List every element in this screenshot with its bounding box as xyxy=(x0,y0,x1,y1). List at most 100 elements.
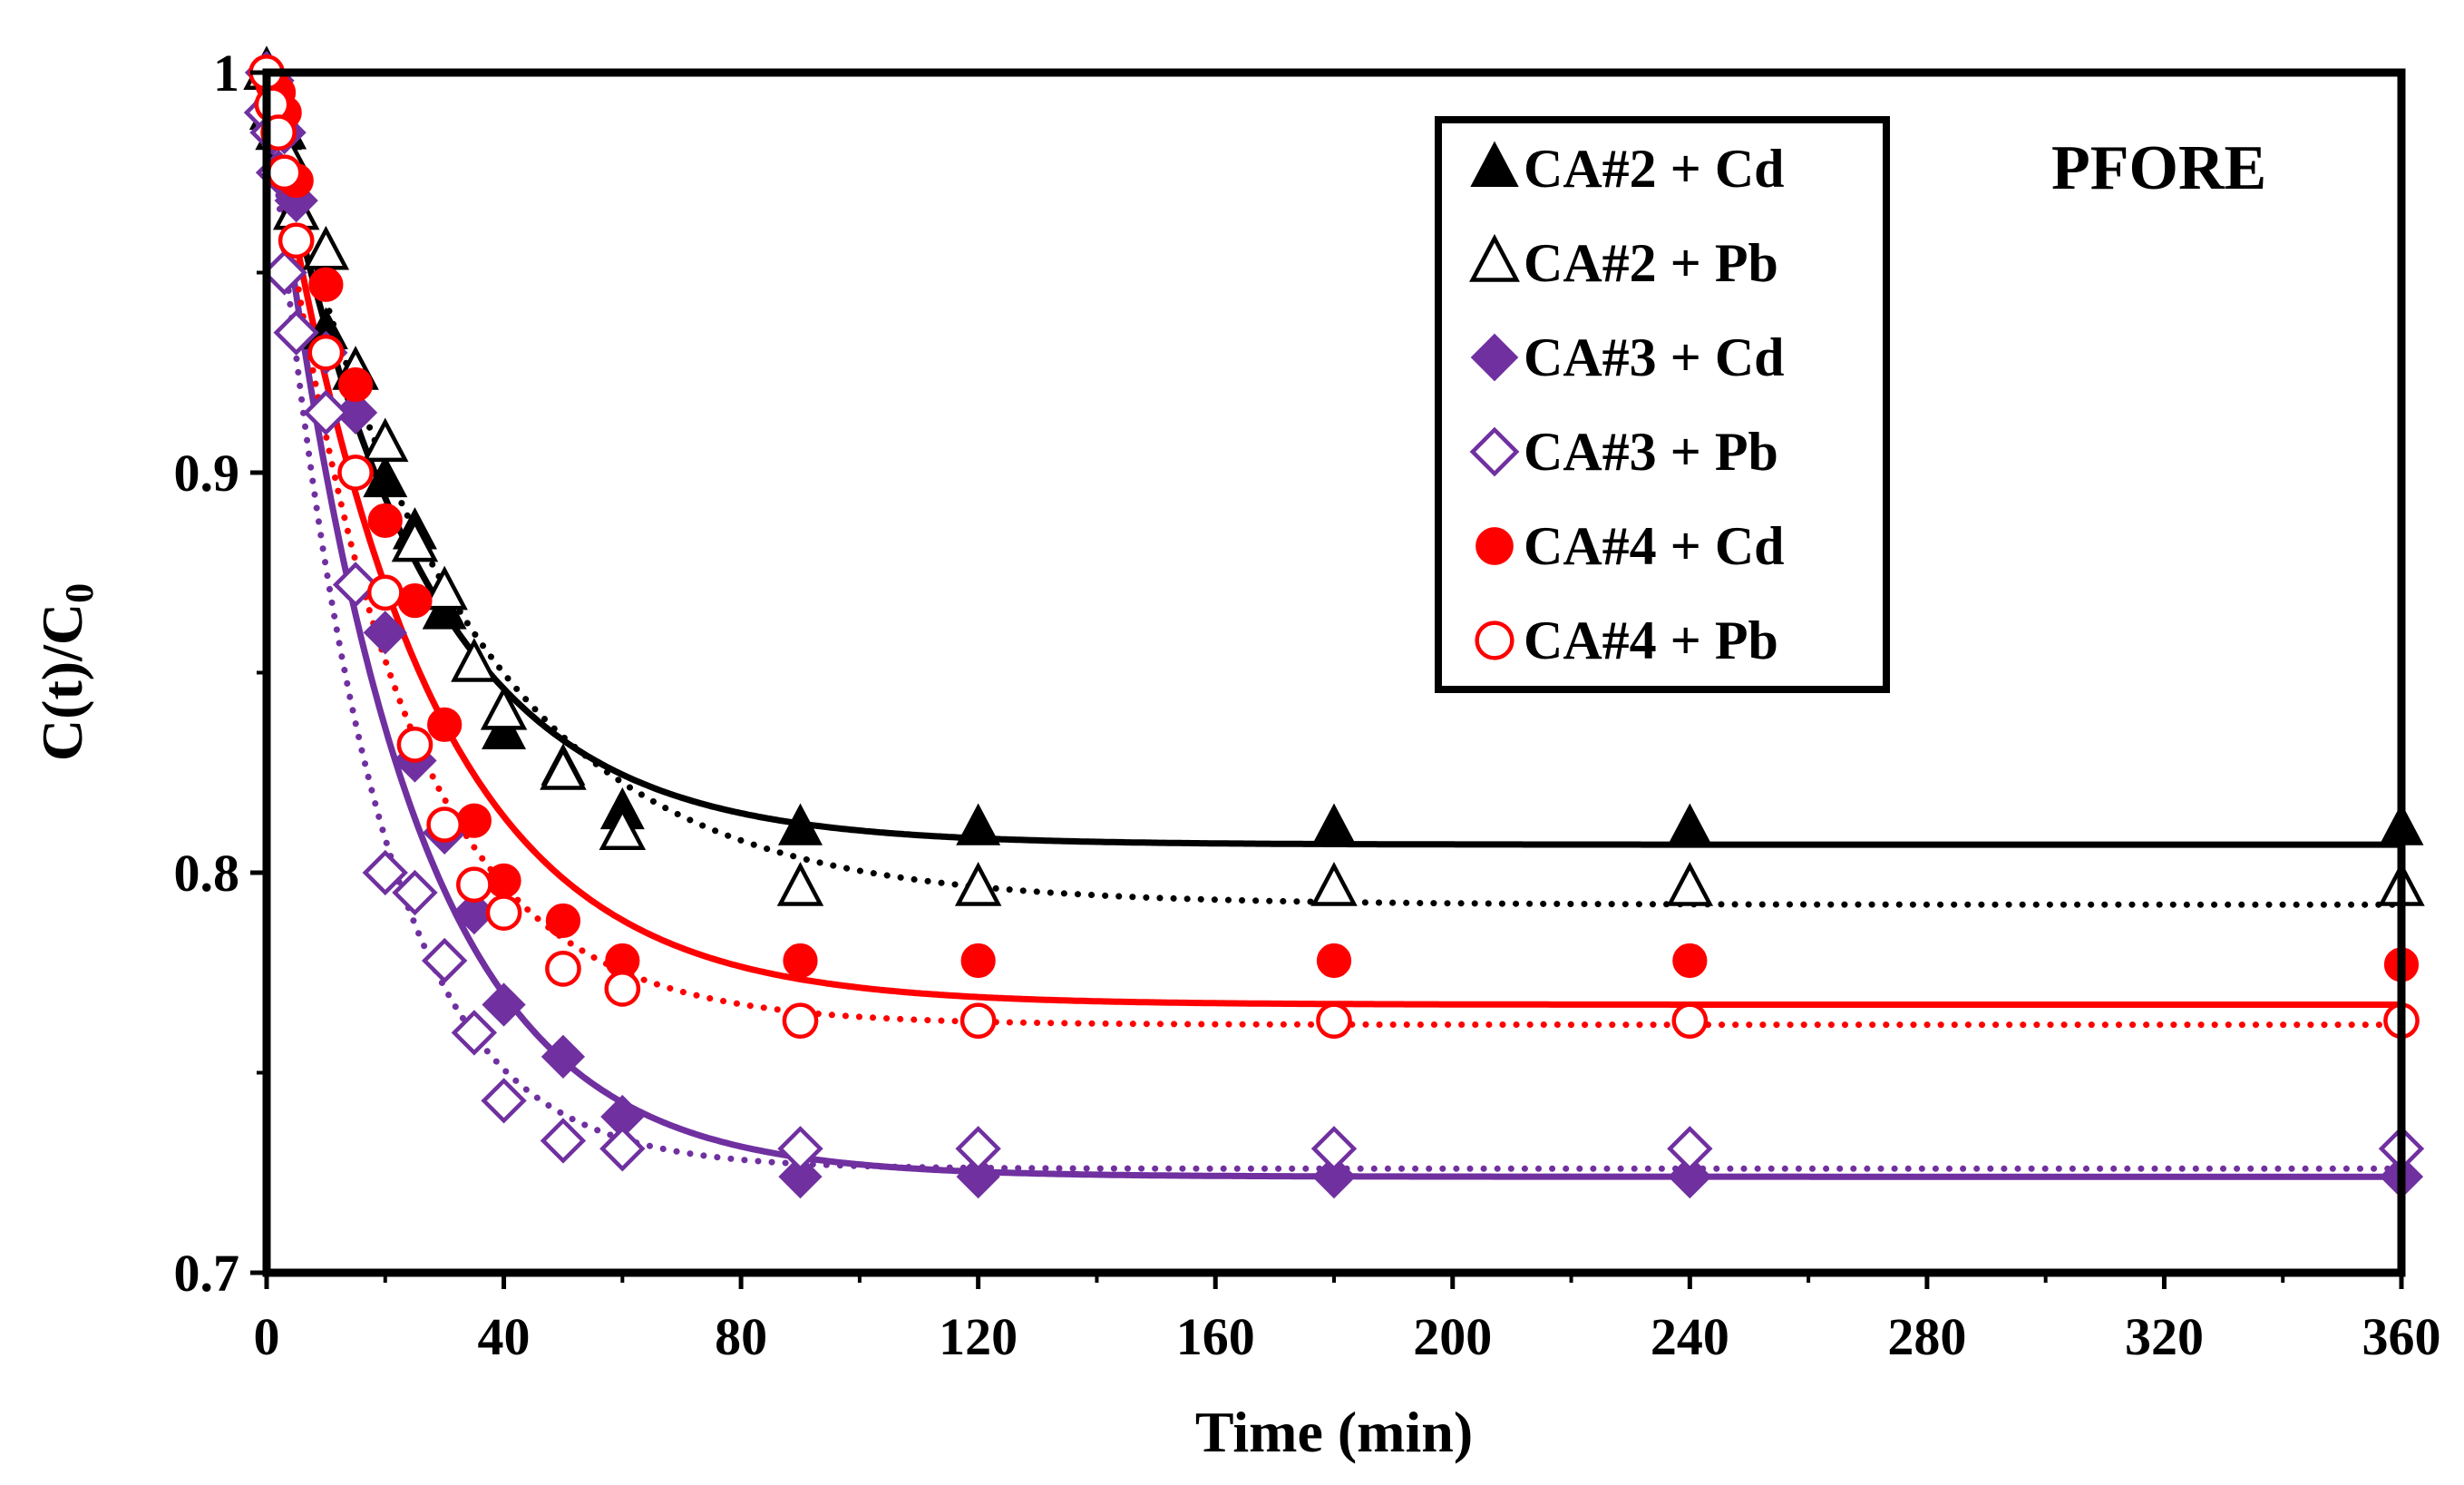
data-point-ca4-cd xyxy=(1672,943,1708,979)
data-point-ca3-cd xyxy=(1311,1155,1357,1199)
data-point-ca2-cd xyxy=(778,803,823,845)
data-point-ca4-cd xyxy=(367,503,403,539)
data-point-ca3-pb xyxy=(955,1126,1001,1172)
data-point-ca3-pb xyxy=(777,1126,823,1172)
data-point-ca4-cd xyxy=(545,903,581,939)
legend-marker-ca3-pb xyxy=(1469,426,1520,477)
data-point-ca4-pb xyxy=(366,574,404,611)
data-point-ca2-cd xyxy=(1667,803,1712,845)
legend-box xyxy=(1435,116,1890,693)
data-point-ca3-cd xyxy=(1668,1155,1712,1199)
data-point-ca2-cd xyxy=(1311,803,1357,845)
data-point-ca2-pb xyxy=(1310,862,1358,906)
y-tick-label: 0.9 xyxy=(174,444,240,503)
y-axis-title-subscript: 0 xyxy=(57,583,102,603)
data-point-ca4-pb xyxy=(485,894,522,931)
data-point-ca4-pb xyxy=(278,222,315,259)
x-tick-label: 120 xyxy=(939,1307,1018,1366)
data-points xyxy=(243,45,2425,1199)
data-point-ca3-pb xyxy=(481,1078,527,1124)
y-axis-title-main: C(t)/C xyxy=(30,603,94,761)
data-point-ca2-cd xyxy=(956,803,1001,845)
legend-label: CA#2 + Pb xyxy=(1524,233,1778,293)
data-point-ca4-pb xyxy=(545,950,581,987)
axis-ticks: 0 40 80 120 160 200 240 280 320 360 0.7 0.8 0.9 1 xyxy=(174,44,2441,1366)
data-point-ca4-pb xyxy=(396,727,433,763)
x-tick-label: 320 xyxy=(2125,1307,2204,1366)
x-tick-label: 280 xyxy=(1887,1307,1966,1366)
legend-label: CA#4 + Cd xyxy=(1524,516,1785,576)
data-point-ca4-pb xyxy=(604,971,641,1007)
legend-marker-ca2-cd xyxy=(1470,141,1519,187)
x-tick-label: 240 xyxy=(1651,1307,1729,1366)
data-point-ca2-pb xyxy=(480,685,528,730)
legend-item-ca3-cd: CA#3 + Cd xyxy=(1470,327,1785,387)
legend-label: CA#2 + Cd xyxy=(1524,139,1785,199)
legend-label: CA#4 + Pb xyxy=(1524,611,1778,670)
x-tick-label: 160 xyxy=(1176,1307,1255,1366)
y-tick-label: 0.7 xyxy=(174,1244,240,1303)
data-point-ca3-pb xyxy=(599,1126,646,1172)
legend-item-ca4-pb: CA#4 + Pb xyxy=(1475,611,1778,670)
x-tick-label: 0 xyxy=(254,1307,280,1366)
data-point-ca2-pb xyxy=(540,746,587,790)
data-point-ca4-pb xyxy=(307,334,345,371)
legend-item-ca4-cd: CA#4 + Cd xyxy=(1475,516,1785,576)
model-annotation: PFORE xyxy=(2051,133,2266,203)
legend-marker-ca4-cd xyxy=(1475,527,1514,565)
data-point-ca3-cd xyxy=(363,611,407,655)
data-point-ca4-pb xyxy=(426,806,463,843)
y-tick-label: 0.8 xyxy=(174,844,240,903)
data-point-ca4-cd xyxy=(308,267,344,302)
data-point-ca4-cd xyxy=(486,863,521,898)
data-point-ca4-pb xyxy=(1671,1002,1709,1040)
legend-item-ca3-pb: CA#3 + Pb xyxy=(1469,422,1778,482)
legend-marker-ca3-cd xyxy=(1470,333,1519,382)
data-point-ca4-pb xyxy=(959,1002,997,1040)
legend-marker-ca4-pb xyxy=(1475,620,1514,660)
data-point-ca3-pb xyxy=(421,937,468,984)
plot-frame xyxy=(262,68,2406,1277)
legend: CA#2 + Cd CA#2 + Pb CA#3 + Cd CA#3 + Pb CA#4… xyxy=(1435,116,1890,693)
data-point-ca3-pb xyxy=(261,249,307,296)
legend-marker-ca2-pb xyxy=(1469,233,1520,282)
data-point-ca2-pb xyxy=(954,862,1002,906)
data-point-ca3-pb xyxy=(451,1010,498,1056)
data-point-ca3-cd xyxy=(541,1034,586,1079)
data-point-ca4-pb xyxy=(266,154,303,191)
legend-item-ca2-cd: CA#2 + Cd xyxy=(1470,139,1785,199)
data-point-ca3-pb xyxy=(273,309,319,356)
data-point-ca2-pb xyxy=(599,806,647,850)
series-ca4-pb xyxy=(248,54,2420,1040)
x-tick-label: 40 xyxy=(478,1307,531,1366)
data-point-ca4-pb xyxy=(1316,1002,1352,1040)
data-point-ca3-pb xyxy=(362,849,408,896)
data-point-ca3-cd xyxy=(333,390,378,435)
data-point-ca2-pb xyxy=(391,517,439,562)
data-point-ca4-cd xyxy=(337,366,374,403)
data-point-ca2-pb xyxy=(1666,862,1714,906)
x-tick-label: 200 xyxy=(1413,1307,1492,1366)
data-point-ca4-cd xyxy=(456,803,492,838)
data-point-ca3-pb xyxy=(1310,1126,1358,1172)
data-point-ca2-pb xyxy=(451,638,498,682)
y-tick-label: 1 xyxy=(213,44,239,103)
data-point-ca3-pb xyxy=(540,1118,587,1164)
x-tick-label: 80 xyxy=(715,1307,767,1366)
data-point-ca3-pb xyxy=(332,562,379,608)
data-point-ca3-cd xyxy=(956,1155,1000,1199)
data-point-ca3-cd xyxy=(778,1155,823,1199)
data-point-ca4-cd xyxy=(960,943,996,979)
legend-label: CA#3 + Cd xyxy=(1524,327,1785,387)
data-point-ca4-pb xyxy=(456,866,492,904)
x-axis-title: Time (min) xyxy=(1195,1400,1473,1464)
data-point-ca4-pb xyxy=(337,454,374,491)
data-point-ca4-cd xyxy=(1316,943,1352,979)
data-point-ca2-pb xyxy=(362,417,409,463)
data-point-ca3-cd xyxy=(482,982,526,1027)
data-point-ca3-pb xyxy=(1667,1126,1713,1172)
data-point-ca4-cd xyxy=(397,583,433,619)
legend-item-ca2-pb: CA#2 + Pb xyxy=(1469,233,1778,293)
data-point-ca2-cd xyxy=(363,454,408,498)
